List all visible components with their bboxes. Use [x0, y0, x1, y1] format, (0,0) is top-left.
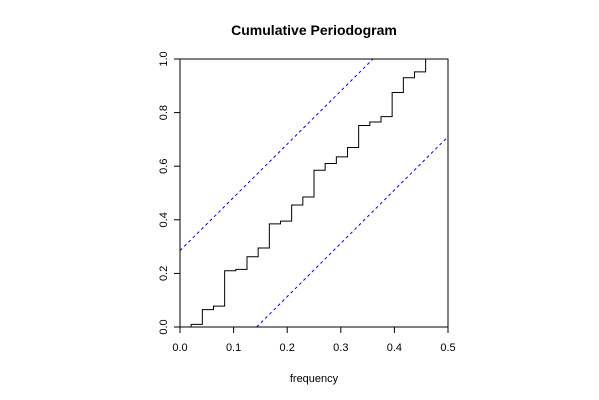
y-tick-label: 1.0: [158, 51, 170, 66]
x-tick-label: 0.4: [387, 342, 402, 354]
x-tick-label: 0.3: [333, 342, 348, 354]
y-tick-label: 0.2: [158, 266, 170, 281]
upper-confidence-band: [180, 59, 374, 251]
x-tick-label: 0.0: [172, 342, 187, 354]
chart-title: Cumulative Periodogram: [231, 22, 397, 38]
y-tick-label: 0.4: [158, 212, 170, 227]
x-axis: 0.0 0.1 0.2 0.3 0.4 0.5: [172, 326, 456, 354]
y-tick-label: 0.8: [158, 105, 170, 120]
lower-confidence-band: [256, 136, 448, 327]
plot-lines: [180, 59, 448, 327]
y-tick-label: 0.6: [158, 159, 170, 174]
x-axis-label: frequency: [290, 373, 339, 385]
x-tick-label: 0.1: [226, 342, 241, 354]
y-tick-label: 0.0: [158, 319, 170, 334]
x-tick-label: 0.5: [440, 342, 455, 354]
y-axis: 0.0 0.2 0.4 0.6 0.8 1.0: [158, 51, 181, 335]
cumulative-periodogram-line: [180, 59, 437, 327]
x-tick-label: 0.2: [280, 342, 295, 354]
